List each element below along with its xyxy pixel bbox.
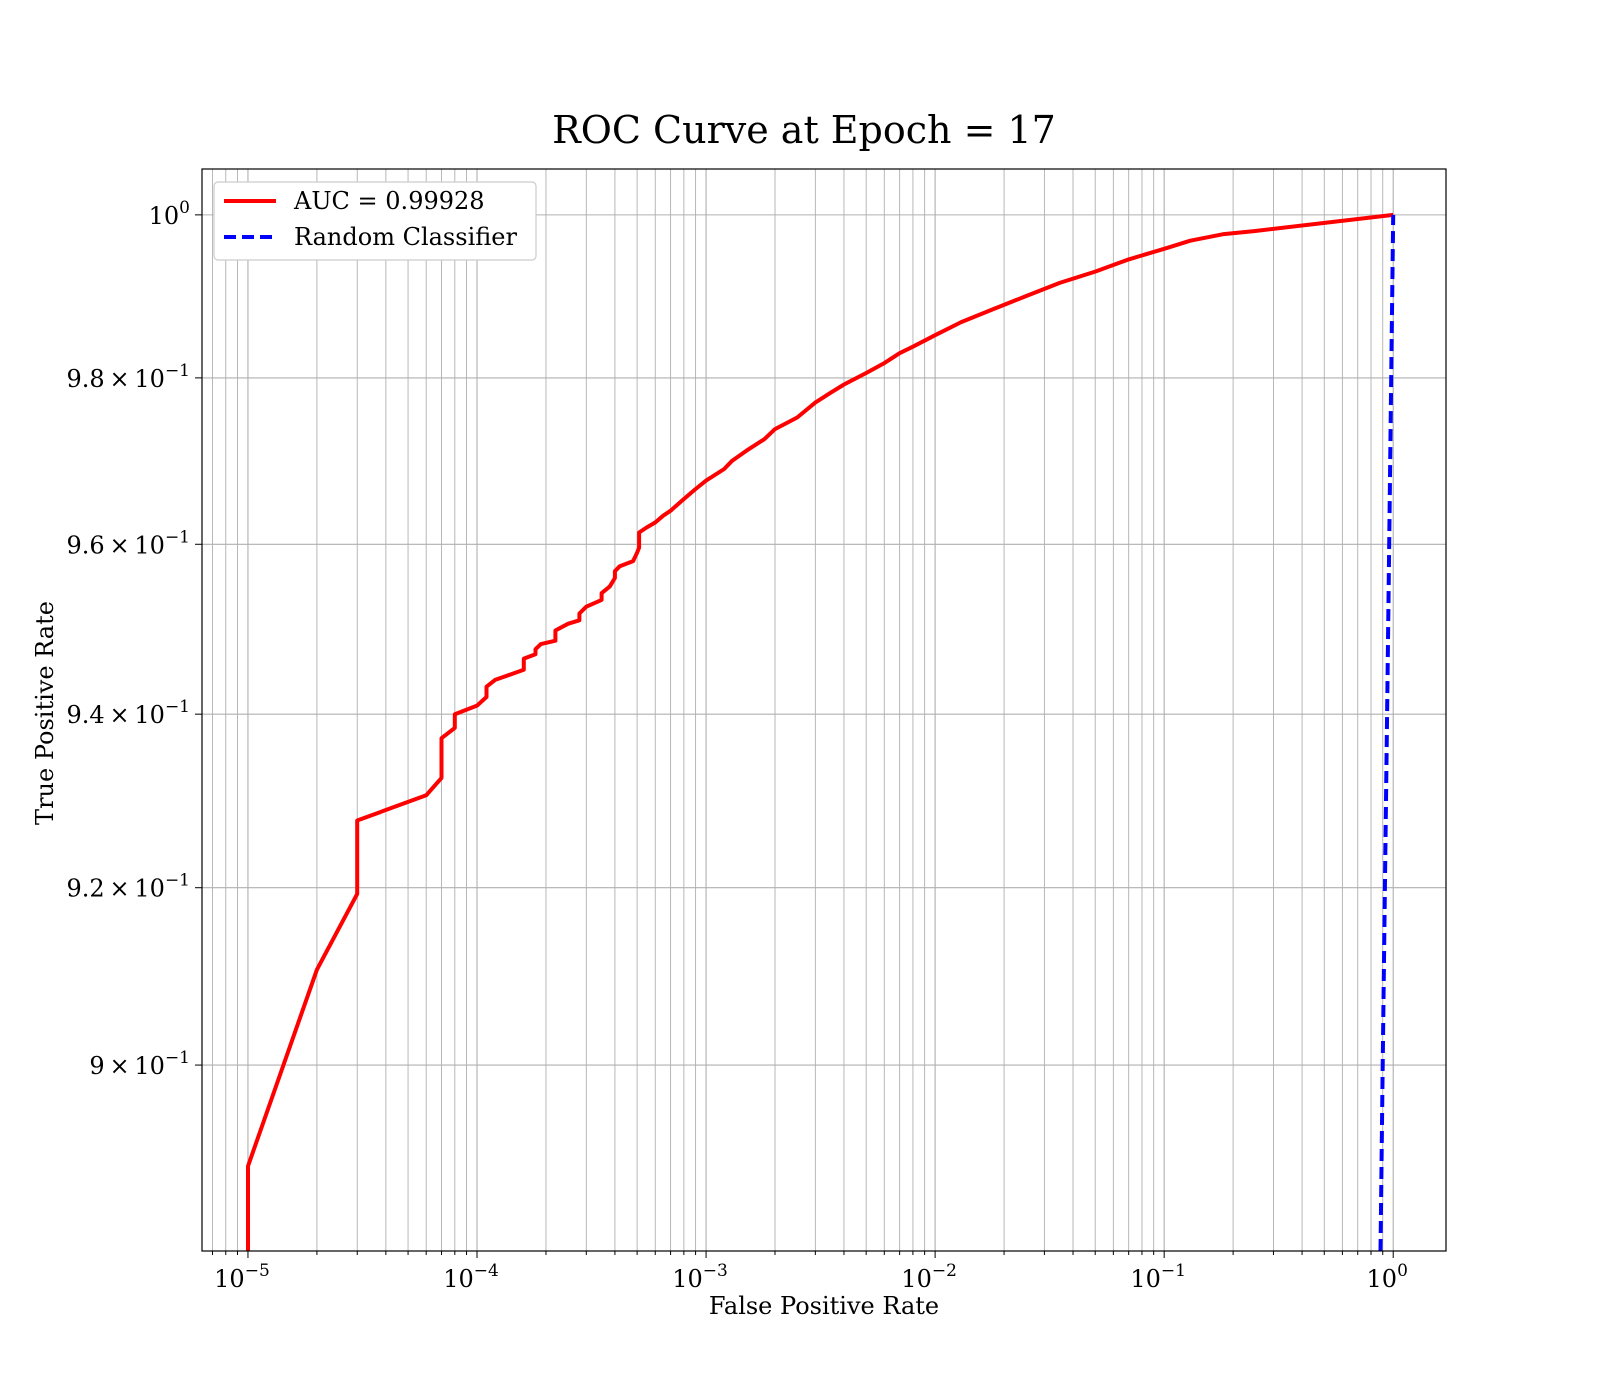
y-axis-label: True Positive Rate: [31, 601, 59, 825]
y-tick-label: 9.6 × 10−1: [67, 527, 190, 559]
x-tick-label: 10−3: [672, 1261, 728, 1293]
x-tick-label: 10−2: [901, 1261, 957, 1293]
y-tick-label: 100: [149, 198, 190, 230]
x-tick-label: 10−1: [1130, 1261, 1186, 1293]
y-tick-label: 9 × 10−1: [89, 1048, 190, 1080]
y-tick-label: 9.4 × 10−1: [67, 697, 190, 729]
chart-title: ROC Curve at Epoch = 17: [552, 108, 1056, 152]
series-lines: [246, 212, 1396, 1252]
axis-ticks: 100 9.8 × 10−1 9.6 × 10−1 9.4 × 10−1 9.2 × 1…: [67, 198, 1408, 1293]
y-tick-label: 9.8 × 10−1: [67, 361, 190, 393]
legend-label-random: Random Classifier: [294, 223, 517, 251]
x-tick-label: 10−4: [443, 1261, 499, 1293]
x-tick-label: 100: [1367, 1261, 1408, 1293]
legend-box: [213, 181, 537, 261]
legend-label-auc: AUC = 0.99928: [293, 187, 485, 215]
x-axis-label: False Positive Rate: [709, 1292, 939, 1320]
legend: AUC = 0.99928 Random Classifier: [213, 181, 537, 261]
grid-lines: [202, 169, 1446, 1251]
roc-curve-line: [246, 212, 1394, 1251]
plot-frame: [201, 168, 1447, 1252]
x-tick-label: 10−5: [214, 1261, 270, 1293]
y-tick-label: 9.2 × 10−1: [67, 871, 190, 903]
random-classifier-line: [1378, 214, 1396, 1252]
